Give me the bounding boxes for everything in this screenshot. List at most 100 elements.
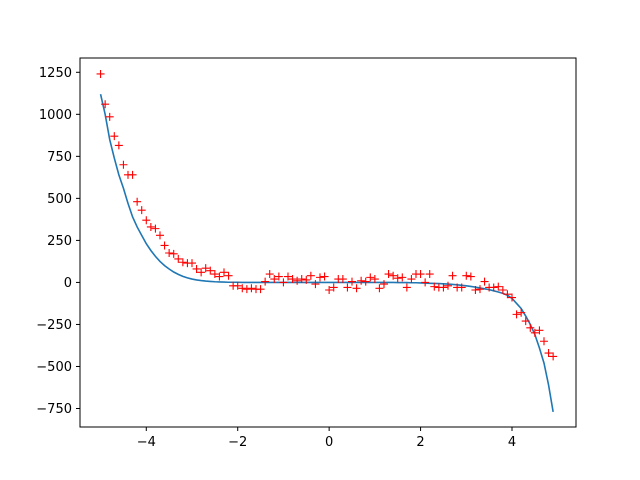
data-point bbox=[535, 326, 544, 335]
data-point bbox=[233, 281, 242, 290]
data-point bbox=[526, 323, 535, 332]
data-point bbox=[110, 132, 119, 141]
y-tick-label: −250 bbox=[36, 318, 72, 333]
data-point bbox=[338, 275, 347, 284]
data-point bbox=[142, 216, 151, 225]
data-point bbox=[343, 283, 352, 292]
data-point bbox=[480, 277, 489, 286]
x-tick-label: 2 bbox=[416, 435, 424, 450]
data-point bbox=[407, 275, 416, 284]
data-point bbox=[466, 272, 475, 281]
y-tick-label: 500 bbox=[47, 192, 72, 207]
data-point bbox=[384, 270, 393, 279]
data-point bbox=[498, 285, 507, 294]
data-point bbox=[279, 278, 288, 287]
data-point bbox=[96, 69, 105, 78]
data-point bbox=[325, 285, 334, 294]
y-tick-label: 1250 bbox=[39, 66, 72, 81]
data-point bbox=[320, 272, 329, 281]
data-point bbox=[133, 197, 142, 206]
data-point bbox=[178, 258, 187, 267]
data-point bbox=[471, 285, 480, 294]
data-point bbox=[476, 285, 484, 294]
data-point bbox=[192, 264, 201, 273]
data-point bbox=[146, 222, 155, 231]
data-point bbox=[430, 282, 439, 291]
data-point bbox=[169, 249, 178, 258]
data-point bbox=[224, 271, 233, 280]
data-point bbox=[311, 280, 320, 289]
data-point bbox=[512, 310, 521, 319]
data-point bbox=[151, 224, 160, 233]
data-point bbox=[188, 259, 196, 268]
data-point bbox=[389, 271, 398, 280]
data-point bbox=[210, 270, 219, 279]
data-point bbox=[201, 264, 210, 273]
data-point bbox=[425, 270, 434, 279]
data-point bbox=[361, 277, 370, 286]
data-point bbox=[160, 241, 169, 250]
data-point bbox=[457, 283, 466, 292]
data-point bbox=[352, 284, 361, 293]
data-point bbox=[119, 160, 128, 169]
data-point bbox=[329, 283, 338, 292]
data-point bbox=[549, 352, 558, 361]
data-point bbox=[165, 249, 174, 258]
data-point bbox=[247, 284, 256, 293]
data-point bbox=[508, 293, 516, 302]
data-point bbox=[297, 275, 306, 284]
data-point bbox=[105, 112, 114, 121]
y-tick-label: 750 bbox=[47, 150, 72, 165]
data-point bbox=[530, 328, 539, 337]
fit-line bbox=[99, 93, 554, 413]
data-point bbox=[274, 272, 283, 281]
data-point bbox=[242, 285, 251, 294]
data-point bbox=[306, 271, 315, 280]
data-point bbox=[489, 283, 498, 292]
data-point bbox=[293, 276, 302, 285]
data-point bbox=[393, 274, 402, 283]
data-point bbox=[416, 270, 425, 279]
data-point bbox=[206, 266, 215, 275]
data-point bbox=[544, 349, 553, 358]
axis-ticks: −4 −2 0 2 4 −750 −500 −250 0 250 500 750 1000 1250 bbox=[36, 66, 516, 450]
x-tick-label: −2 bbox=[228, 435, 247, 450]
data-point bbox=[270, 275, 279, 284]
data-point bbox=[101, 100, 110, 109]
data-point bbox=[316, 273, 324, 282]
data-point bbox=[174, 254, 183, 263]
data-point bbox=[462, 271, 471, 280]
data-point bbox=[302, 275, 311, 284]
data-point bbox=[366, 273, 375, 282]
data-point bbox=[540, 337, 548, 346]
data-point bbox=[114, 141, 123, 150]
data-point bbox=[256, 285, 265, 294]
x-tick-label: −4 bbox=[137, 435, 156, 450]
data-point bbox=[421, 278, 430, 287]
data-point bbox=[348, 277, 356, 286]
data-point bbox=[238, 284, 247, 293]
data-point bbox=[521, 317, 530, 326]
data-point bbox=[448, 271, 457, 280]
data-point bbox=[494, 282, 503, 291]
data-point bbox=[197, 268, 206, 277]
data-point bbox=[380, 280, 388, 289]
data-point bbox=[156, 231, 164, 240]
data-point bbox=[265, 270, 274, 279]
data-point bbox=[503, 290, 512, 299]
data-point bbox=[137, 206, 146, 215]
y-tick-label: 1000 bbox=[39, 108, 72, 123]
x-tick-label: 4 bbox=[508, 435, 516, 450]
data-point bbox=[284, 272, 292, 281]
data-point bbox=[370, 275, 379, 284]
data-point bbox=[517, 308, 526, 317]
data-point bbox=[375, 284, 384, 293]
data-point bbox=[439, 283, 448, 292]
axes-frame bbox=[79, 57, 577, 428]
y-tick-label: −500 bbox=[36, 360, 72, 375]
x-tick-label: 0 bbox=[325, 435, 333, 450]
plot-marks bbox=[96, 69, 558, 413]
data-point bbox=[220, 268, 228, 277]
